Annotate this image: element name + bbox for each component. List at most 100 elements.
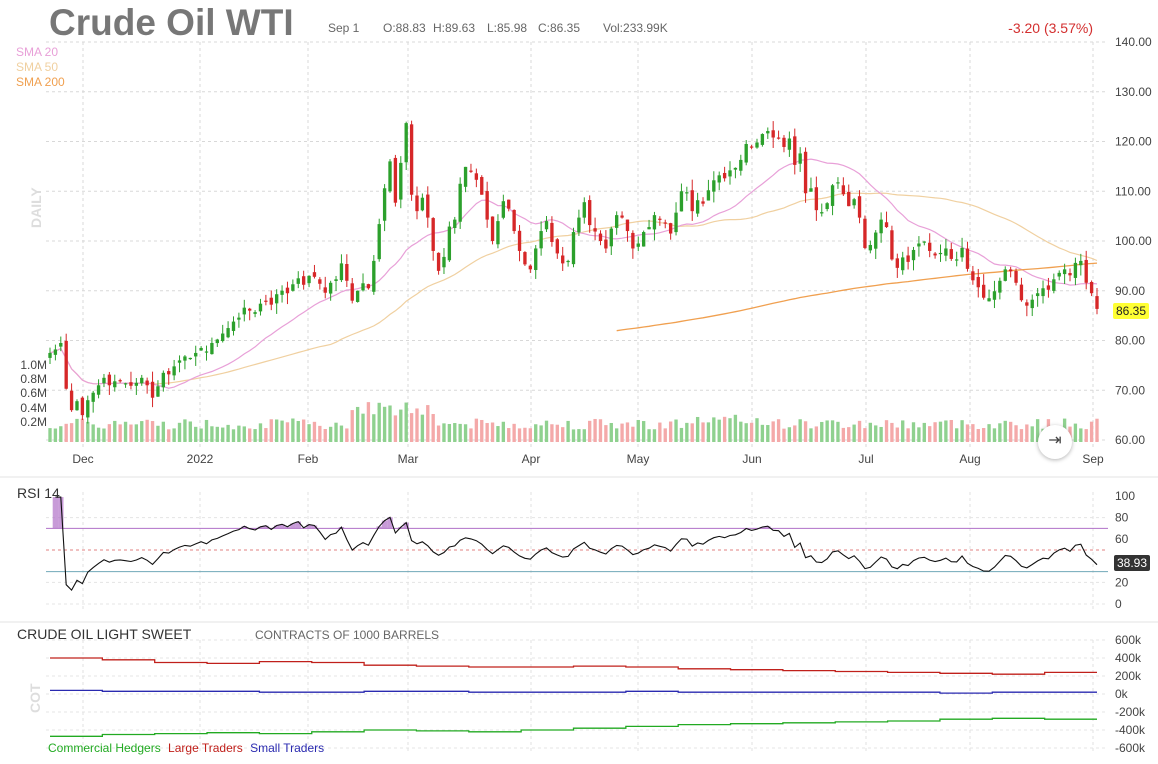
x-tick-label: Aug <box>959 452 980 466</box>
volume-bar <box>393 415 398 442</box>
volume-bar <box>1084 429 1088 442</box>
candle-body <box>156 386 160 397</box>
rsi-y-tick-label: 80 <box>1115 511 1129 525</box>
volume-bar <box>215 426 219 442</box>
candle-body <box>928 242 932 251</box>
rsi-overbought-fill <box>279 524 285 529</box>
volume-bar <box>695 416 700 442</box>
volume-bar <box>382 406 387 442</box>
volume-bar <box>59 426 63 442</box>
candle-body <box>231 321 236 331</box>
candle-body <box>420 197 425 211</box>
candle-body <box>204 351 209 353</box>
volume-bar <box>879 426 883 442</box>
rsi-overbought-fill <box>273 525 280 529</box>
volume-bar <box>107 424 112 442</box>
volume-bar <box>577 429 581 442</box>
candle-body <box>674 212 678 233</box>
volume-bar <box>512 423 516 442</box>
ohlc-low: L:85.98 <box>487 21 528 35</box>
candle-body <box>469 170 473 172</box>
candle-body <box>1008 269 1013 272</box>
rsi-overbought-fill <box>381 520 388 529</box>
volume-bar <box>933 422 937 442</box>
candle-body <box>517 230 522 251</box>
volume-bar <box>188 421 192 442</box>
candle-body <box>998 280 1002 293</box>
volume-bar <box>901 420 905 442</box>
candle-body <box>172 366 176 376</box>
candle-body <box>631 232 635 249</box>
candle-body <box>1041 288 1045 297</box>
volume-bar <box>420 414 425 442</box>
candle-body <box>399 162 403 200</box>
volume-bar <box>113 420 117 442</box>
legend-large[interactable]: Large Traders <box>168 741 243 755</box>
candle-body <box>874 232 878 249</box>
rsi-overbought-fill <box>759 526 766 529</box>
candle-body <box>1046 285 1051 290</box>
candle-body <box>1079 260 1083 266</box>
volume-bar <box>668 421 673 442</box>
candle-body <box>64 340 68 389</box>
candle-body <box>749 146 754 148</box>
legend-sma20[interactable]: SMA 20 <box>16 45 59 59</box>
candle-body <box>641 232 646 247</box>
candle-body <box>706 190 711 201</box>
volume-bar <box>355 406 360 442</box>
candle-body <box>507 199 511 209</box>
volume-bars <box>48 402 1099 442</box>
legend-sma50[interactable]: SMA 50 <box>16 60 59 74</box>
volume-bar <box>253 429 257 442</box>
candle-body <box>776 137 781 139</box>
volume-bar <box>388 405 392 442</box>
candle-body <box>296 278 300 284</box>
volume-bar <box>296 420 300 442</box>
volume-bar <box>793 425 797 442</box>
candle-body <box>981 284 986 298</box>
candle-body <box>566 260 570 263</box>
volume-bar <box>334 422 338 442</box>
candle-body <box>722 172 727 179</box>
volume-bar <box>841 427 846 442</box>
volume-bar <box>123 421 128 442</box>
volume-y-axis: 1.0M0.8M0.6M0.4M0.2M <box>20 358 47 429</box>
volume-bar <box>712 417 716 442</box>
volume-bar <box>938 421 943 442</box>
candle-body <box>113 381 117 388</box>
candle-body <box>949 249 953 259</box>
candle-body <box>312 272 317 277</box>
candle-body <box>53 349 58 355</box>
candle-body <box>355 290 360 302</box>
candle-body <box>755 142 759 148</box>
volume-bar <box>307 424 311 442</box>
ohlc-volume: Vol:233.99K <box>603 21 668 35</box>
volume-bar <box>291 418 295 442</box>
legend-small[interactable]: Small Traders <box>250 741 325 755</box>
candle-body <box>717 175 721 183</box>
volume-bar <box>895 427 899 442</box>
cot-y-tick-label: -400k <box>1115 723 1146 737</box>
candle-body <box>248 308 252 311</box>
candle-body <box>690 190 694 212</box>
candle-body <box>852 199 856 206</box>
volume-tick-label: 0.4M <box>20 401 47 415</box>
candle-body <box>382 188 387 221</box>
candle-body <box>86 400 90 418</box>
ohlc-open: O:88.83 <box>383 21 426 35</box>
volume-bar <box>582 429 586 442</box>
volume-bar <box>992 428 997 442</box>
volume-bar <box>636 419 640 442</box>
volume-bar <box>91 424 95 442</box>
legend-commercial[interactable]: Commercial Hedgers <box>48 741 161 755</box>
volume-bar <box>172 428 176 442</box>
volume-bar <box>609 422 613 442</box>
legend-sma200[interactable]: SMA 200 <box>16 75 65 89</box>
scroll-to-end-button[interactable]: ⇥ <box>1038 425 1072 459</box>
volume-bar <box>906 428 910 442</box>
volume-bar <box>528 428 532 442</box>
cot-small-line <box>50 689 1097 694</box>
volume-bar <box>404 402 408 442</box>
rsi-panel: 100806040200 <box>46 489 1135 611</box>
